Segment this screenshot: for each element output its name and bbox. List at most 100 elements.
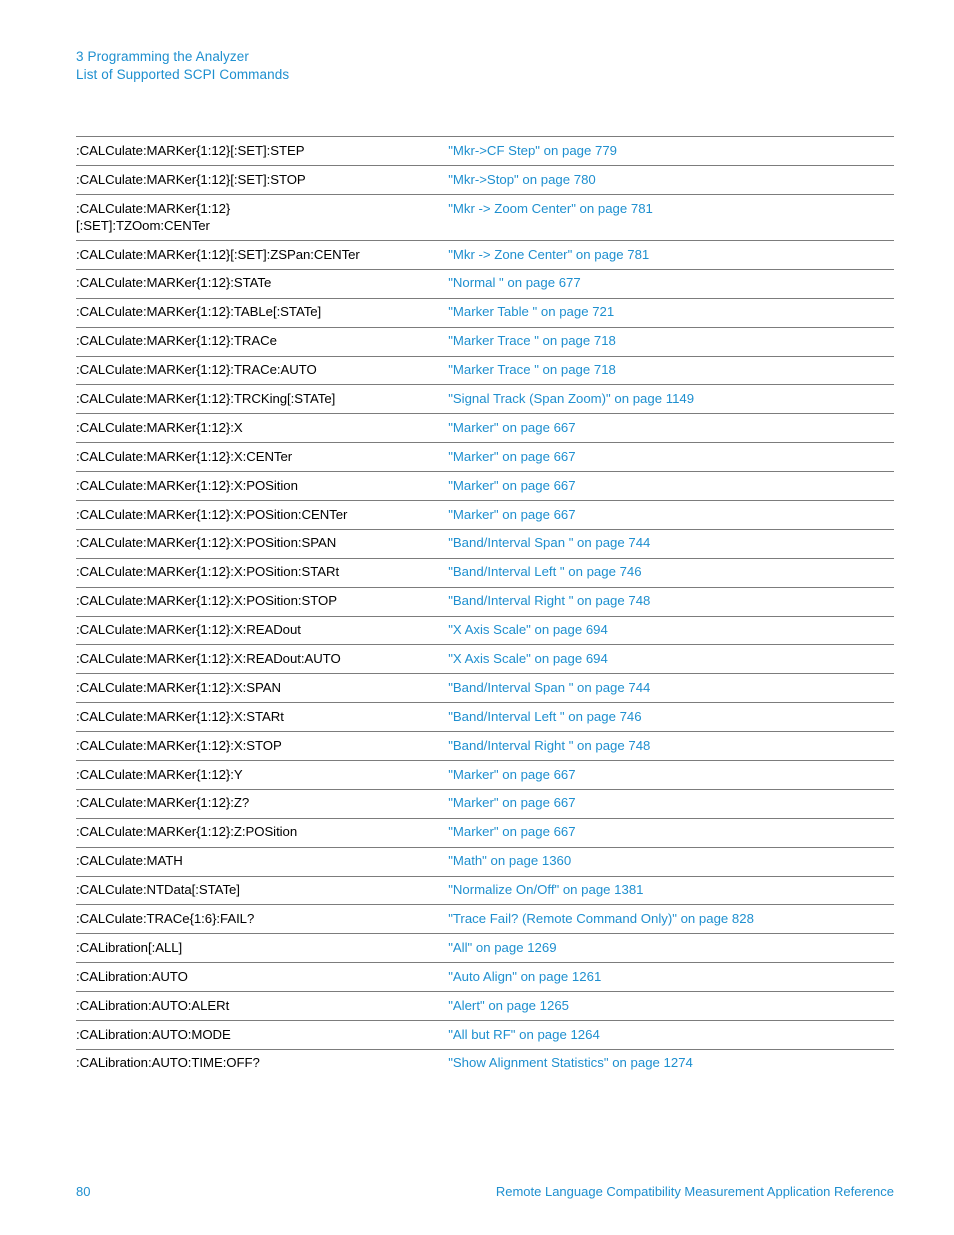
reference-link[interactable]: "Auto Align" on page 1261	[448, 963, 894, 992]
scpi-command: :CALCulate:MARKer{1:12}:TRACe:AUTO	[76, 356, 448, 385]
table-row: :CALCulate:MARKer{1:12}:X:SPAN"Band/Inte…	[76, 674, 894, 703]
reference-link[interactable]: "All" on page 1269	[448, 934, 894, 963]
scpi-command: :CALCulate:MARKer{1:12}[:SET]:TZOom:CENT…	[76, 195, 448, 241]
reference-link[interactable]: "Show Alignment Statistics" on page 1274	[448, 1049, 894, 1077]
table-row: :CALCulate:MARKer{1:12}:Z?"Marker" on pa…	[76, 789, 894, 818]
reference-link[interactable]: "All but RF" on page 1264	[448, 1021, 894, 1050]
table-row: :CALCulate:MARKer{1:12}:X:POSition:STOP"…	[76, 587, 894, 616]
scpi-command: :CALCulate:MARKer{1:12}:X:POSition:STOP	[76, 587, 448, 616]
table-row: :CALCulate:MARKer{1:12}:STATe"Normal " o…	[76, 269, 894, 298]
reference-link[interactable]: "Band/Interval Right " on page 748	[448, 587, 894, 616]
table-row: :CALCulate:MARKer{1:12}[:SET]:STOP"Mkr->…	[76, 166, 894, 195]
scpi-command: :CALCulate:MARKer{1:12}:X:CENTer	[76, 443, 448, 472]
scpi-command: :CALCulate:MARKer{1:12}[:SET]:ZSPan:CENT…	[76, 241, 448, 270]
doc-title: Remote Language Compatibility Measuremen…	[496, 1184, 894, 1199]
scpi-command: :CALCulate:MARKer{1:12}:X:SPAN	[76, 674, 448, 703]
reference-link[interactable]: "Band/Interval Span " on page 744	[448, 529, 894, 558]
scpi-command: :CALCulate:MARKer{1:12}:TRACe	[76, 327, 448, 356]
reference-link[interactable]: "Normalize On/Off" on page 1381	[448, 876, 894, 905]
scpi-command: :CALCulate:MARKer{1:12}:X:POSition:STARt	[76, 558, 448, 587]
table-row: :CALCulate:MARKer{1:12}:TRACe"Marker Tra…	[76, 327, 894, 356]
table-row: :CALCulate:MARKer{1:12}:X:POSition"Marke…	[76, 472, 894, 501]
reference-link[interactable]: "Signal Track (Span Zoom)" on page 1149	[448, 385, 894, 414]
scpi-command: :CALCulate:MARKer{1:12}:X:STARt	[76, 703, 448, 732]
reference-link[interactable]: "Marker Trace " on page 718	[448, 327, 894, 356]
reference-link[interactable]: "Mkr -> Zone Center" on page 781	[448, 241, 894, 270]
scpi-command-table: :CALCulate:MARKer{1:12}[:SET]:STEP"Mkr->…	[76, 136, 894, 1077]
table-row: :CALibration:AUTO:MODE"All but RF" on pa…	[76, 1021, 894, 1050]
table-row: :CALCulate:TRACe{1:6}:FAIL?"Trace Fail? …	[76, 905, 894, 934]
scpi-command: :CALCulate:MARKer{1:12}:Z:POSition	[76, 818, 448, 847]
reference-link[interactable]: "X Axis Scale" on page 694	[448, 645, 894, 674]
table-row: :CALCulate:MARKer{1:12}:X:CENTer"Marker"…	[76, 443, 894, 472]
table-row: :CALibration:AUTO:TIME:OFF?"Show Alignme…	[76, 1049, 894, 1077]
table-row: :CALCulate:MATH"Math" on page 1360	[76, 847, 894, 876]
scpi-command: :CALCulate:MARKer{1:12}:Z?	[76, 789, 448, 818]
scpi-command: :CALCulate:MARKer{1:12}:TRCKing[:STATe]	[76, 385, 448, 414]
scpi-command: :CALibration[:ALL]	[76, 934, 448, 963]
reference-link[interactable]: "Band/Interval Right " on page 748	[448, 732, 894, 761]
scpi-command: :CALCulate:MATH	[76, 847, 448, 876]
reference-link[interactable]: "Math" on page 1360	[448, 847, 894, 876]
reference-link[interactable]: "Marker" on page 667	[448, 789, 894, 818]
scpi-command: :CALCulate:NTData[:STATe]	[76, 876, 448, 905]
reference-link[interactable]: "Marker" on page 667	[448, 818, 894, 847]
scpi-command: :CALibration:AUTO:ALERt	[76, 992, 448, 1021]
reference-link[interactable]: "Marker" on page 667	[448, 472, 894, 501]
scpi-command: :CALCulate:MARKer{1:12}:Y	[76, 761, 448, 790]
scpi-command: :CALCulate:MARKer{1:12}:X:POSition:CENTe…	[76, 501, 448, 530]
reference-link[interactable]: "Alert" on page 1265	[448, 992, 894, 1021]
chapter-title: 3 Programming the Analyzer	[76, 48, 894, 66]
reference-link[interactable]: "Marker" on page 667	[448, 414, 894, 443]
reference-link[interactable]: "Mkr -> Zoom Center" on page 781	[448, 195, 894, 241]
scpi-command: :CALCulate:MARKer{1:12}:X:STOP	[76, 732, 448, 761]
table-row: :CALibration:AUTO:ALERt"Alert" on page 1…	[76, 992, 894, 1021]
scpi-command: :CALibration:AUTO	[76, 963, 448, 992]
table-row: :CALCulate:MARKer{1:12}:TRACe:AUTO"Marke…	[76, 356, 894, 385]
page-number: 80	[76, 1184, 90, 1199]
reference-link[interactable]: "Marker" on page 667	[448, 761, 894, 790]
section-title: List of Supported SCPI Commands	[76, 66, 894, 84]
table-row: :CALCulate:MARKer{1:12}:X:POSition:STARt…	[76, 558, 894, 587]
scpi-command: :CALCulate:MARKer{1:12}:X:POSition	[76, 472, 448, 501]
reference-link[interactable]: "Marker" on page 667	[448, 443, 894, 472]
reference-link[interactable]: "Marker" on page 667	[448, 501, 894, 530]
scpi-command: :CALibration:AUTO:MODE	[76, 1021, 448, 1050]
scpi-command: :CALCulate:MARKer{1:12}:TABLe[:STATe]	[76, 298, 448, 327]
reference-link[interactable]: "Band/Interval Left " on page 746	[448, 703, 894, 732]
table-row: :CALCulate:MARKer{1:12}:TRCKing[:STATe]"…	[76, 385, 894, 414]
table-row: :CALCulate:MARKer{1:12}[:SET]:STEP"Mkr->…	[76, 137, 894, 166]
table-row: :CALCulate:MARKer{1:12}:X:POSition:SPAN"…	[76, 529, 894, 558]
table-row: :CALCulate:MARKer{1:12}:X:STOP"Band/Inte…	[76, 732, 894, 761]
reference-link[interactable]: "Mkr->CF Step" on page 779	[448, 137, 894, 166]
scpi-command: :CALCulate:MARKer{1:12}:X:READout	[76, 616, 448, 645]
reference-link[interactable]: "Marker Table " on page 721	[448, 298, 894, 327]
table-row: :CALibration:AUTO"Auto Align" on page 12…	[76, 963, 894, 992]
reference-link[interactable]: "Trace Fail? (Remote Command Only)" on p…	[448, 905, 894, 934]
table-row: :CALCulate:MARKer{1:12}:TABLe[:STATe]"Ma…	[76, 298, 894, 327]
page-header: 3 Programming the Analyzer List of Suppo…	[76, 48, 894, 84]
table-row: :CALCulate:MARKer{1:12}:X:POSition:CENTe…	[76, 501, 894, 530]
scpi-command: :CALCulate:MARKer{1:12}:X:READout:AUTO	[76, 645, 448, 674]
scpi-command: :CALCulate:MARKer{1:12}:X:POSition:SPAN	[76, 529, 448, 558]
reference-link[interactable]: "Band/Interval Span " on page 744	[448, 674, 894, 703]
scpi-command: :CALCulate:MARKer{1:12}[:SET]:STOP	[76, 166, 448, 195]
reference-link[interactable]: "Band/Interval Left " on page 746	[448, 558, 894, 587]
table-row: :CALCulate:MARKer{1:12}:X:READout"X Axis…	[76, 616, 894, 645]
table-row: :CALCulate:MARKer{1:12}[:SET]:ZSPan:CENT…	[76, 241, 894, 270]
scpi-command: :CALCulate:MARKer{1:12}:X	[76, 414, 448, 443]
scpi-command: :CALCulate:MARKer{1:12}:STATe	[76, 269, 448, 298]
page-footer: 80 Remote Language Compatibility Measure…	[76, 1184, 894, 1199]
table-row: :CALCulate:MARKer{1:12}:X:STARt"Band/Int…	[76, 703, 894, 732]
table-row: :CALCulate:MARKer{1:12}:X"Marker" on pag…	[76, 414, 894, 443]
table-row: :CALCulate:NTData[:STATe]"Normalize On/O…	[76, 876, 894, 905]
table-row: :CALibration[:ALL]"All" on page 1269	[76, 934, 894, 963]
scpi-command: :CALCulate:MARKer{1:12}[:SET]:STEP	[76, 137, 448, 166]
reference-link[interactable]: "X Axis Scale" on page 694	[448, 616, 894, 645]
table-row: :CALCulate:MARKer{1:12}[:SET]:TZOom:CENT…	[76, 195, 894, 241]
scpi-command: :CALCulate:TRACe{1:6}:FAIL?	[76, 905, 448, 934]
reference-link[interactable]: "Marker Trace " on page 718	[448, 356, 894, 385]
reference-link[interactable]: "Normal " on page 677	[448, 269, 894, 298]
table-row: :CALCulate:MARKer{1:12}:Y"Marker" on pag…	[76, 761, 894, 790]
reference-link[interactable]: "Mkr->Stop" on page 780	[448, 166, 894, 195]
